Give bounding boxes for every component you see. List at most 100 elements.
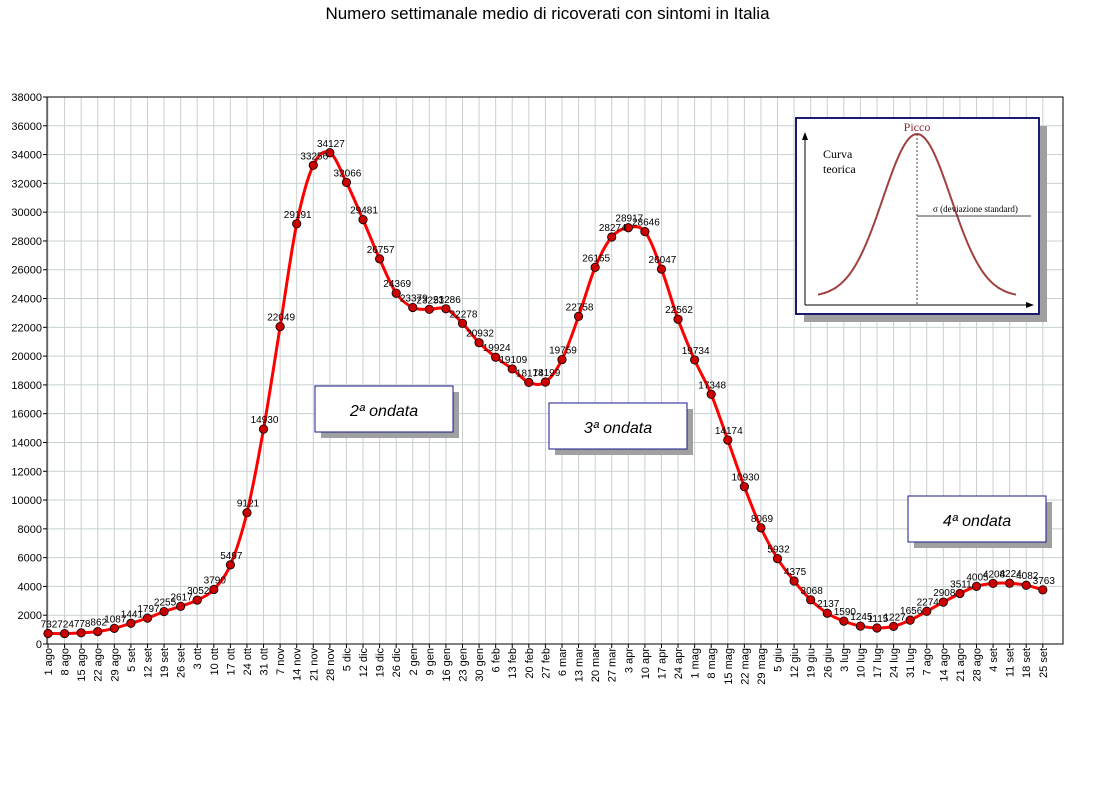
y-tick-label: 20000: [11, 351, 42, 363]
x-tick-label: 15 ago: [76, 648, 88, 682]
data-label: 26165: [582, 253, 610, 264]
data-label: 1087: [104, 614, 127, 625]
data-label: 23379: [400, 293, 428, 304]
inset-curve-label-2: teorica: [823, 162, 856, 176]
data-label: 26047: [649, 255, 677, 266]
data-label: 19924: [483, 343, 511, 354]
data-point: [126, 618, 136, 628]
x-tick-label: 24 lug: [889, 648, 901, 678]
x-tick-label: 21 nov: [308, 648, 320, 682]
data-point: [806, 595, 816, 605]
x-tick-label: 28 ago: [971, 648, 983, 682]
data-label: 2274: [917, 597, 940, 608]
data-point: [905, 615, 915, 625]
y-tick-label: 36000: [11, 121, 42, 133]
data-label: 3763: [1033, 576, 1056, 587]
data-label: 18199: [532, 368, 560, 379]
x-tick-label: 26 giu: [822, 648, 834, 678]
data-point: [109, 623, 119, 633]
x-tick-label: 5 set: [126, 648, 138, 672]
data-label: 32066: [334, 168, 362, 179]
data-point: [607, 232, 617, 242]
data-labels: 732 724 778 8621087144117972255261730523790…: [41, 139, 1056, 631]
data-label: 28274: [599, 223, 627, 234]
y-tick-label: 0: [36, 639, 42, 651]
data-point: [142, 613, 153, 623]
data-point: [524, 377, 534, 387]
data-label: 34127: [317, 139, 345, 150]
x-tick-label: 10 apr: [640, 648, 652, 680]
data-point: [408, 302, 418, 313]
x-tick-label: 21 ago: [955, 648, 967, 682]
data-label: 29481: [350, 206, 378, 217]
y-tick-label: 24000: [11, 294, 42, 306]
data-point: [573, 311, 584, 322]
y-tick-label: 6000: [18, 553, 42, 565]
data-label: 1441: [121, 609, 144, 620]
data-point: [640, 227, 650, 237]
x-tick-label: 24 ott: [242, 648, 254, 676]
data-label: 22278: [450, 309, 478, 320]
data-point: [938, 597, 948, 607]
y-tick-label: 2000: [18, 610, 42, 622]
data-label: 1590: [834, 607, 857, 618]
x-tick-label: 5 giu: [773, 648, 785, 672]
data-label: 2255: [154, 598, 177, 609]
data-point: [673, 314, 683, 324]
y-tick-label: 10000: [11, 495, 42, 507]
data-label: 2908: [933, 588, 956, 599]
wave2-label: 2ª ondata: [349, 403, 418, 420]
data-point: [341, 177, 352, 188]
x-tick-label: 19 set: [159, 648, 171, 678]
data-point: [491, 352, 501, 362]
data-point: [209, 584, 219, 595]
x-tick-label: 17 apr: [656, 648, 668, 680]
data-label: 28646: [632, 218, 660, 229]
x-tick-label: 17 ott: [225, 648, 237, 676]
data-point: [93, 626, 103, 637]
data-point: [159, 606, 169, 617]
data-point: [540, 377, 551, 387]
data-point: [308, 160, 318, 170]
data-label: 862: [90, 618, 107, 629]
data-point: [772, 554, 783, 564]
x-tick-label: 27 feb: [540, 648, 552, 679]
data-point: [1021, 580, 1031, 590]
data-point: [43, 628, 53, 639]
y-tick-label: 26000: [11, 265, 42, 277]
data-point: [888, 621, 899, 631]
x-tick-label: 8 ago: [60, 648, 72, 676]
data-point: [988, 578, 998, 589]
x-tick-label: 2 gen: [408, 648, 420, 676]
data-point: [1038, 585, 1048, 595]
x-tick-label: 9 gen: [424, 648, 436, 676]
data-point: [557, 354, 567, 365]
x-tick-label: 12 set: [142, 648, 154, 678]
data-point: [59, 628, 70, 639]
data-label: 22758: [566, 302, 594, 313]
x-tick-label: 31 ott: [259, 648, 271, 676]
x-tick-label: 3 lug: [839, 648, 851, 672]
data-point: [706, 389, 716, 399]
data-label: 10930: [731, 473, 759, 484]
data-point: [325, 148, 335, 158]
x-tick-label: 26 dic: [391, 648, 403, 678]
data-point: [176, 601, 186, 611]
data-point: [756, 523, 766, 533]
x-tick-label: 11 set: [1005, 648, 1017, 677]
data-label: 1245: [850, 612, 873, 623]
x-tick-label: 25 set: [1038, 648, 1050, 678]
x-tick-label: 28 nov: [325, 648, 337, 682]
wave3-label: 3ª ondata: [584, 420, 652, 437]
x-tick-label: 6 mar: [557, 648, 569, 676]
theoretical-curve-inset: Picco Curva teorica σ (deviazione standa…: [795, 117, 1047, 322]
series-main: [43, 148, 1048, 639]
x-tick-label: 7 ago: [922, 648, 934, 676]
data-label: 9121: [237, 499, 260, 510]
data-label: 20932: [466, 329, 494, 340]
x-tick-label: 10 lug: [855, 648, 867, 678]
data-label: 3511: [950, 579, 972, 590]
x-tick-label: 14 nov: [292, 648, 304, 682]
data-point: [242, 508, 252, 518]
x-tick-label: 22 mag: [739, 648, 751, 685]
